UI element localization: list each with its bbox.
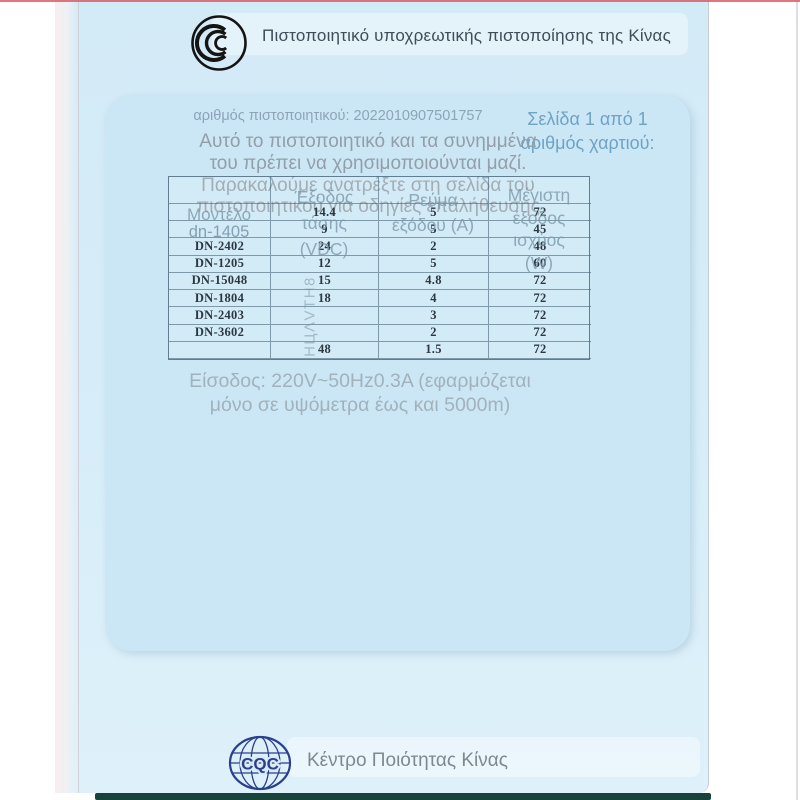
table-paper-wash [168, 176, 590, 360]
header-line: Μέγιστη [507, 185, 571, 205]
table-header-max-power: Μέγιστη έξοδος ισχύος (W) [488, 184, 590, 274]
notice-line: Αυτό το πιστοποιητικό και τα συνημμένα [199, 131, 537, 152]
table-cell: 72 [489, 307, 591, 325]
table-cell [169, 204, 271, 222]
inner-content-panel [105, 95, 690, 651]
table-cell: 24 [271, 238, 379, 256]
page-left-edge [55, 0, 79, 793]
certificate-number: αριθμός πιστοποιητικού: 2022010907501757 [193, 108, 483, 124]
ccc-logo-icon [191, 15, 247, 71]
input-spec: Είσοδος: 220V~50Hz0.3A (εφαρμόζεται μόνο… [175, 369, 545, 417]
table-cell: 72 [489, 342, 591, 359]
notice-line: πιστοποιητικού για οδηγίες επαλήθευσης [196, 196, 540, 218]
table-cell: DN-2403 [169, 307, 271, 325]
table-cell: 14.4 [271, 204, 379, 222]
table-cell: 48 [271, 341, 379, 359]
table-cell: 60 [489, 256, 591, 273]
table-cell: 12 [271, 255, 379, 273]
table-cell: DN-1205 [169, 255, 271, 273]
notice-line: του πρέπει να χρησιμοποιούνται μαζί. [209, 152, 527, 174]
page-count: Σελίδα 1 από 1 [527, 109, 648, 129]
table-cell [271, 324, 379, 342]
top-red-edge [0, 0, 800, 2]
rotated-text-artifact: ΗЦΛVΤΗ8 [301, 276, 319, 357]
table-cell: DN-2402 [169, 238, 271, 256]
cqc-globe-icon: CQC [228, 735, 292, 791]
table-cell [271, 307, 379, 325]
header-line: εξόδου (Α) [391, 215, 475, 235]
page-title: Πιστοποιητικό υποχρεωτικής πιστοποίησης … [262, 26, 671, 45]
table-header-current: Ρεύμα εξόδου (Α) [378, 188, 488, 238]
table-cell: DN-1804 [169, 290, 271, 308]
bottom-teal-bar [95, 793, 711, 800]
cert-table: 14.4 5 72 9 5 45 DN-2402 24 2 48 DN-1205 12 5 60 DN-15… [168, 176, 591, 360]
table-header-model: Μοντέλο [186, 205, 252, 224]
notice-line: Παρακαλούμε ανατρέξτε στη σελίδα του [201, 174, 535, 196]
input-spec-line: μόνο σε υψόμετρα έως και 5000m) [209, 394, 511, 416]
certificate-page: Πιστοποιητικό υποχρεωτικής πιστοποίησης … [55, 0, 709, 793]
table-cell [271, 177, 379, 204]
table-model-dn1405: dn-1405 [188, 223, 250, 241]
table-cell [169, 177, 271, 204]
cqc-letters: CQC [241, 755, 279, 774]
footer-band [287, 737, 700, 777]
table-cell: 5 [379, 255, 489, 273]
table-cell: 3 [379, 307, 489, 325]
table-cell: 2 [379, 324, 489, 342]
header-line: Ρεύμα [408, 190, 458, 210]
table-cell: 9 [271, 221, 379, 239]
table-cell: 72 [489, 204, 591, 222]
table-cell: 72 [489, 290, 591, 308]
header-line: (VDC) [299, 239, 349, 259]
header-line: έξοδος [512, 207, 566, 228]
table-cell: 72 [489, 273, 591, 291]
table-cell [379, 177, 489, 204]
table-cell [169, 221, 271, 239]
paper-number-label: αριθμός χαρτιού: [520, 133, 655, 153]
table-cell: 45 [489, 221, 591, 239]
table-cell: 1.5 [379, 341, 489, 359]
table-cell: DN-15048 [169, 272, 271, 291]
header-line: (W) [524, 252, 554, 273]
table-cell: 4.8 [379, 272, 489, 291]
table-cell: DN-3602 [169, 324, 271, 342]
footer-org-name: Κέντρο Ποιότητας Κίνας [307, 750, 508, 771]
table-cell: 4 [379, 290, 489, 308]
usage-notice: Αυτό το πιστοποιητικό και τα συνημμένα τ… [188, 131, 548, 218]
table-cell: 15 [271, 272, 379, 291]
table-cell: 48 [489, 238, 591, 256]
header-line: Έξοδος [294, 187, 354, 207]
table-cell: 2 [379, 238, 489, 256]
header-line: τάσης [301, 213, 347, 233]
table-cell: 5 [379, 221, 489, 239]
right-fold-line [796, 0, 798, 800]
table-cell [489, 177, 591, 204]
table-cell: 5 [379, 204, 489, 222]
header-line: ισχύος [513, 230, 565, 250]
table-cell [169, 341, 271, 359]
header-band [212, 13, 688, 55]
table-cell: 18 [271, 290, 379, 308]
table-header-voltage: Έξοδος τάσης (VDC) [270, 184, 378, 262]
input-spec-line: Είσοδος: 220V~50Hz0.3A (εφαρμόζεται [189, 370, 531, 392]
table-cell: 72 [489, 325, 591, 342]
page-info: Σελίδα 1 από 1 αριθμός χαρτιού: [495, 107, 680, 155]
